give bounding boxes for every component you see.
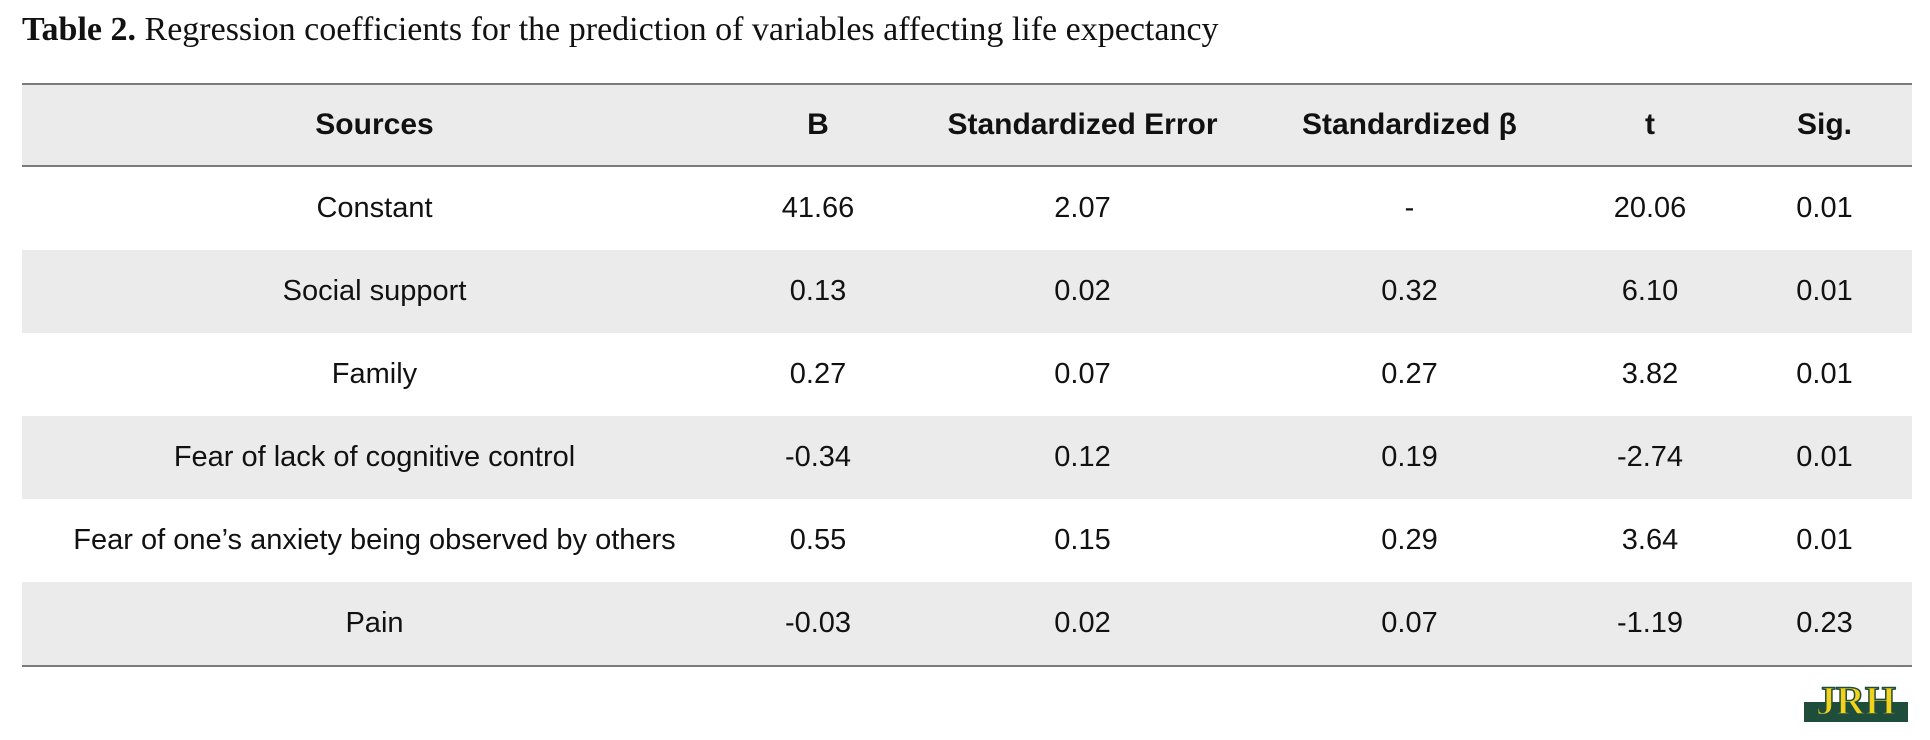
cell-standardized-error: 0.15 — [1054, 524, 1111, 556]
cell-standardized-beta: 0.29 — [1381, 524, 1438, 556]
cell-standardized-error: 0.07 — [1054, 358, 1111, 390]
table-row: Pain -0.03 0.02 0.07 -1.19 0.23 — [22, 582, 1912, 666]
cell-sig: 0.23 — [1796, 607, 1853, 639]
cell-source: Fear of lack of cognitive control — [173, 441, 576, 473]
header-sources: Sources — [315, 108, 434, 141]
cell-b: 41.66 — [781, 192, 855, 224]
cell-t: -2.74 — [1616, 441, 1684, 473]
table-caption: Table 2. Regression coefficients for the… — [22, 8, 1219, 52]
cell-sig: 0.01 — [1796, 192, 1853, 224]
regression-table-container: Sources B Standardized Error Standardize… — [22, 83, 1912, 667]
cell-sig: 0.01 — [1796, 524, 1853, 556]
cell-standardized-beta: 0.07 — [1381, 607, 1438, 639]
cell-standardized-beta: 0.27 — [1381, 358, 1438, 390]
cell-sig: 0.01 — [1796, 441, 1853, 473]
cell-source: Social support — [282, 275, 467, 307]
table-row: Family 0.27 0.07 0.27 3.82 0.01 — [22, 333, 1912, 416]
cell-b: -0.03 — [784, 607, 852, 639]
cell-standardized-beta: 0.32 — [1381, 275, 1438, 307]
table-row: Fear of lack of cognitive control -0.34 … — [22, 416, 1912, 499]
caption-text: Regression coefficients for the predicti… — [144, 11, 1219, 48]
table-header: Sources B Standardized Error Standardize… — [22, 84, 1912, 166]
cell-sig: 0.01 — [1796, 358, 1853, 390]
header-row: Sources B Standardized Error Standardize… — [22, 84, 1912, 166]
cell-source: Pain — [345, 607, 404, 639]
header-standardized-error: Standardized Error — [947, 108, 1218, 141]
cell-t: 20.06 — [1613, 192, 1687, 224]
table-body: Constant 41.66 2.07 - 20.06 0.01 Social … — [22, 166, 1912, 666]
cell-b: 0.13 — [789, 275, 847, 307]
cell-standardized-error: 0.02 — [1054, 275, 1111, 307]
header-standardized-beta: Standardized β — [1301, 108, 1517, 141]
cell-b: 0.27 — [789, 358, 847, 390]
regression-table: Sources B Standardized Error Standardize… — [22, 83, 1912, 667]
caption-label: Table 2. — [22, 11, 137, 48]
cell-sig: 0.01 — [1796, 275, 1853, 307]
cell-standardized-error: 0.02 — [1054, 607, 1111, 639]
table-row: Fear of one’s anxiety being observed by … — [22, 499, 1912, 582]
cell-b: -0.34 — [784, 441, 852, 473]
cell-t: 3.64 — [1621, 524, 1679, 556]
cell-source: Family — [331, 358, 418, 390]
header-t: t — [1645, 108, 1655, 141]
cell-standardized-error: 0.12 — [1054, 441, 1111, 473]
cell-standardized-beta: - — [1404, 192, 1415, 224]
cell-b: 0.55 — [789, 524, 847, 556]
jrh-logo-icon: JRH — [1804, 677, 1908, 724]
cell-source: Constant — [316, 192, 433, 224]
cell-t: 3.82 — [1621, 358, 1679, 390]
cell-standardized-beta: 0.19 — [1381, 441, 1438, 473]
table-row: Constant 41.66 2.07 - 20.06 0.01 — [22, 166, 1912, 250]
cell-t: -1.19 — [1616, 607, 1684, 639]
table-row: Social support 0.13 0.02 0.32 6.10 0.01 — [22, 250, 1912, 333]
cell-t: 6.10 — [1621, 275, 1679, 307]
header-sig: Sig. — [1796, 108, 1852, 141]
logo-text: JRH — [1816, 678, 1896, 723]
header-b: B — [807, 108, 829, 141]
jrh-journal-logo: JRH — [1800, 676, 1912, 726]
cell-standardized-error: 2.07 — [1054, 192, 1111, 224]
cell-source: Fear of one’s anxiety being observed by … — [73, 524, 676, 556]
